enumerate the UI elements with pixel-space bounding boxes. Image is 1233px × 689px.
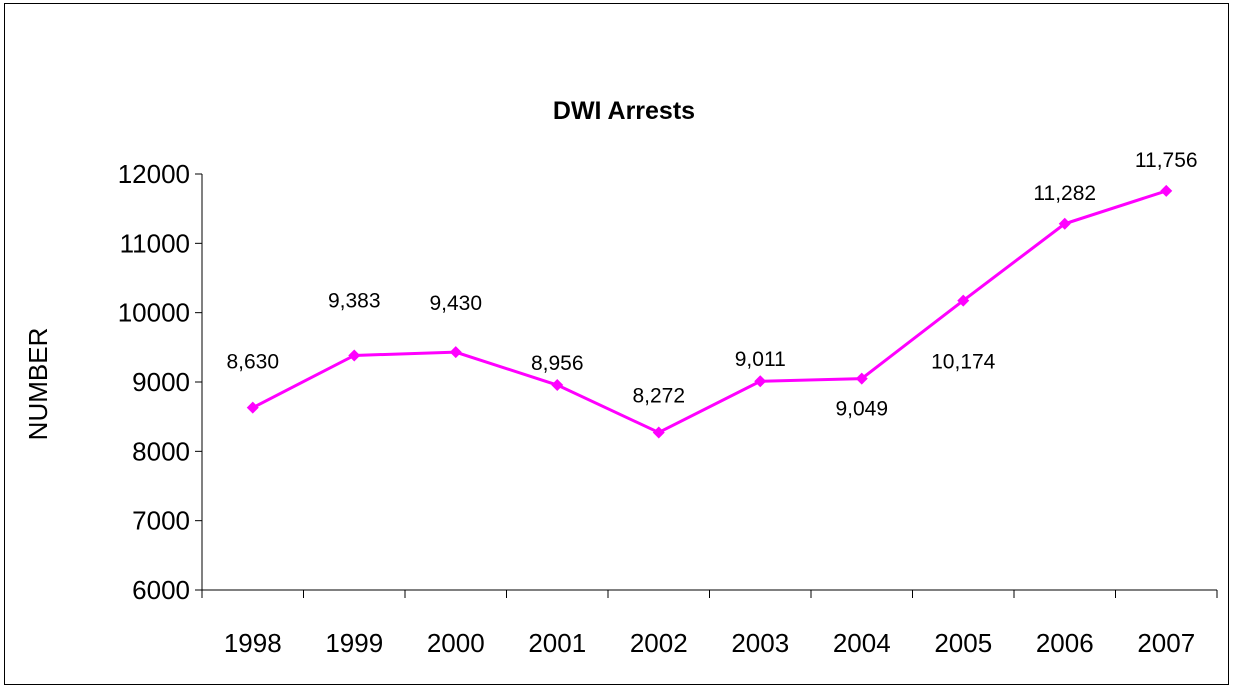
data-label: 9,011 — [735, 348, 786, 371]
y-tick-label: 12000 — [118, 159, 190, 189]
chart-frame — [4, 3, 1229, 685]
x-tick-label: 2004 — [833, 628, 891, 658]
data-label: 9,383 — [328, 289, 381, 312]
data-point-marker — [551, 379, 564, 392]
x-tick-label: 1999 — [325, 628, 383, 658]
x-tick-label: 2000 — [427, 628, 485, 658]
data-label: 8,630 — [226, 351, 279, 374]
y-tick-label: 7000 — [132, 506, 190, 536]
data-point-marker — [246, 401, 259, 414]
x-axis-ticks: 1998 1999 2000 2001 2002 2003 2004 2005 2006 2007 — [201, 590, 1218, 658]
y-tick-label: 10000 — [118, 298, 190, 328]
series-markers — [246, 184, 1173, 439]
data-label: 11,756 — [1135, 149, 1198, 172]
data-point-marker — [855, 372, 868, 385]
data-label: 9,049 — [835, 398, 888, 421]
y-tick-label: 9000 — [132, 367, 190, 397]
chart-title: DWI Arrests — [553, 97, 695, 125]
x-tick-label: 2005 — [934, 628, 992, 658]
data-point-marker — [348, 349, 361, 362]
y-axis-label: NUMBER — [23, 328, 53, 441]
data-label: 8,956 — [531, 352, 584, 375]
data-label: 9,430 — [429, 292, 482, 315]
y-tick-label: 11000 — [120, 228, 190, 258]
series-line — [252, 189, 1167, 435]
data-point-marker — [754, 375, 767, 388]
data-point-marker — [957, 294, 970, 307]
x-tick-label: 2003 — [731, 628, 789, 658]
y-tick-label: 8000 — [132, 436, 190, 466]
data-point-marker — [652, 426, 665, 439]
data-label: 8,272 — [632, 384, 685, 407]
data-point-marker — [1058, 217, 1071, 230]
data-point-marker — [449, 346, 462, 359]
data-label: 10,174 — [931, 351, 996, 374]
x-tick-label: 2002 — [630, 628, 688, 658]
x-tick-label: 2007 — [1137, 628, 1195, 658]
data-label: 11,282 — [1033, 182, 1096, 205]
y-tick-label: 6000 — [132, 575, 190, 605]
x-tick-label: 2001 — [528, 628, 586, 658]
y-axis-ticks: 6000 7000 8000 9000 10000 11000 12000 — [118, 159, 202, 605]
x-tick-label: 1998 — [224, 628, 282, 658]
x-tick-label: 2006 — [1036, 628, 1094, 658]
data-labels: 8,630 9,383 9,430 8,956 8,272 9,011 9,049 10,17… — [226, 149, 1197, 421]
data-point-marker — [1160, 184, 1173, 197]
axes — [201, 174, 1217, 591]
